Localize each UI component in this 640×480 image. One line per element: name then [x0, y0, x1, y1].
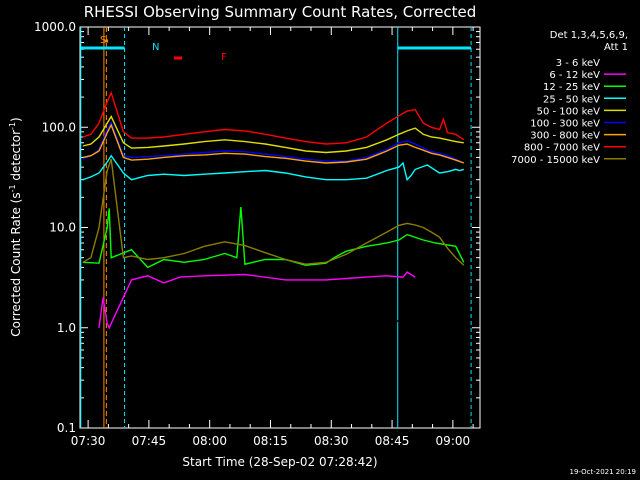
- series-line: [366, 283, 432, 329]
- legend-entry-label: 800 - 7000 keV: [524, 143, 600, 154]
- x-tick-label: 07:30: [71, 434, 106, 448]
- chart-title: RHESSI Observing Summary Count Rates, Co…: [84, 3, 477, 21]
- series-line: [82, 123, 465, 164]
- flag-markers: [80, 27, 472, 428]
- x-tick-label: 07:45: [132, 434, 167, 448]
- legend-header-attenuator: Att 1: [604, 42, 628, 53]
- y-tick-label: 10.0: [49, 221, 76, 235]
- series-lines: [82, 90, 465, 355]
- series-line: [82, 90, 465, 145]
- x-tick-label: 08:15: [253, 434, 288, 448]
- y-tick-label: 100.0: [42, 120, 76, 134]
- series-line: [82, 206, 465, 269]
- legend-entry-label: 25 - 50 keV: [543, 94, 600, 105]
- generation-timestamp: 19-Oct-2021 20:19: [570, 468, 636, 476]
- y-axis-label: Corrected Count Rate (s-1 detector-1): [8, 117, 23, 336]
- series-line: [82, 158, 465, 266]
- legend-entry-label: 300 - 800 keV: [530, 131, 600, 142]
- flare-flag-label: F: [221, 52, 227, 63]
- series-line: [82, 115, 464, 154]
- x-tick-label: 08:30: [314, 434, 349, 448]
- axis-ticks: 0.1 1.0 10.0 100.0 1000.0 07:30 07:45 08:00 08:1…: [34, 20, 480, 448]
- series-line: [82, 120, 465, 164]
- legend-entry-label: 3 - 6 keV: [556, 58, 600, 69]
- legend-entry-label: 12 - 25 keV: [543, 82, 600, 93]
- series-line: [82, 154, 464, 182]
- y-tick-label: 1000.0: [34, 20, 76, 34]
- x-axis-label: Start Time (28-Sep-02 07:28:42): [182, 455, 377, 469]
- legend-entry-label: 50 - 100 keV: [537, 106, 601, 117]
- saa-flag-label: S: [100, 35, 106, 46]
- x-tick-label: 08:00: [192, 434, 227, 448]
- x-tick-label: 09:00: [436, 434, 471, 448]
- y-tick-label: 1.0: [57, 321, 76, 335]
- night-flag-label: N: [152, 42, 159, 53]
- legend-entry-label: 6 - 12 keV: [549, 70, 600, 81]
- plot-frame: [79, 26, 481, 429]
- legend-entry-label: 7000 - 15000 keV: [511, 155, 600, 166]
- x-tick-label: 08:45: [375, 434, 410, 448]
- y-tick-label: 0.1: [57, 421, 76, 435]
- legend-entry-label: 100 - 300 keV: [530, 119, 600, 130]
- legend-header-detectors: Det 1,3,4,5,6,9,: [550, 30, 628, 41]
- series-line: [98, 271, 416, 330]
